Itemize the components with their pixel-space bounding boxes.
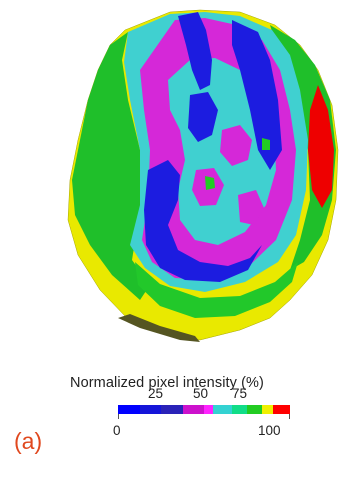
base-tip	[118, 314, 200, 342]
colorbar-segment	[272, 405, 290, 414]
left-green-region	[72, 32, 150, 300]
legend-title: Normalized pixel intensity (%)	[70, 375, 264, 391]
colorbar-segment	[161, 405, 183, 414]
colorbar-segment	[247, 405, 263, 414]
colorbar-segment	[118, 405, 140, 414]
green-spot-2	[262, 138, 270, 150]
colorbar-tick-100	[289, 414, 290, 419]
tick-label-100: 100	[258, 423, 281, 438]
red-region	[308, 85, 334, 208]
magenta-blob-1	[220, 125, 252, 166]
colorbar-tick-0	[118, 414, 119, 419]
colorbar-segment	[182, 405, 204, 414]
blue-region-right	[232, 20, 282, 170]
tick-label-0: 0	[113, 423, 121, 438]
tick-label-75: 75	[232, 386, 248, 401]
colorbar-segment	[204, 405, 213, 414]
bottom-green-region	[135, 262, 298, 318]
tick-label-50: 50	[193, 386, 209, 401]
panel-label: (a)	[14, 428, 43, 454]
colorbar-segment	[262, 405, 273, 414]
colorbar-segment	[139, 405, 161, 414]
blue-region-lower-left	[144, 160, 262, 282]
green-spot-1	[205, 176, 215, 190]
blue-region-top	[178, 12, 212, 90]
colorbar-segment	[212, 405, 232, 414]
magenta-blob-3	[238, 190, 264, 225]
blue-region-mid-left	[188, 92, 218, 142]
colorbar	[118, 405, 290, 414]
tick-label-25: 25	[148, 386, 164, 401]
right-green-region	[270, 25, 336, 270]
colorbar-segment	[231, 405, 247, 414]
